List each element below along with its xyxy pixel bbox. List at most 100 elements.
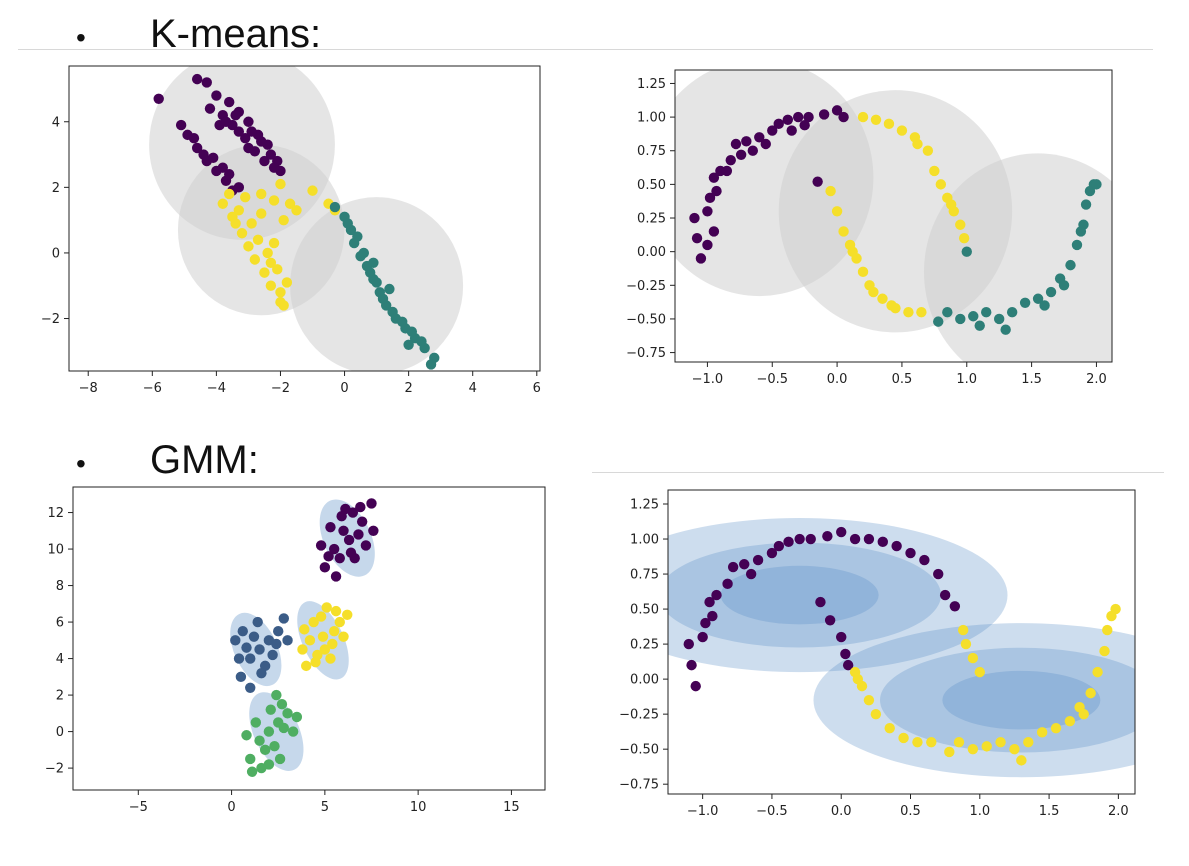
scatter-point [287,726,299,737]
scatter-point [291,205,302,216]
scatter-point [933,316,944,327]
scatter-point [1016,755,1027,766]
scatter-point [886,300,897,311]
scatter-point [204,103,216,114]
scatter-point [246,218,257,229]
scatter-point [730,138,742,150]
scatter-point [252,616,263,628]
scatter-point [1045,286,1057,298]
scatter-point [252,234,264,246]
scatter-point [1071,239,1083,251]
scatter-point [265,280,277,291]
scatter-point [711,185,722,197]
scatter-point [319,644,331,655]
y-tick-label: 6 [56,616,64,631]
x-tick-label: 10 [410,800,427,815]
scatter-point [175,119,187,131]
scatter-point [944,746,955,758]
scatter-point [268,195,280,206]
scatter-point [237,625,248,637]
scatter-point [752,554,764,566]
scatter-point [708,226,720,237]
scatter-point [929,165,940,177]
scatter-point [377,293,389,305]
bullet-gmm: • [76,448,86,479]
scatter-point [857,111,869,123]
scatter-point [782,114,794,125]
scatter-point [338,525,349,537]
scatter-point [272,264,283,275]
scatter-point [847,246,858,257]
scatter-point [803,111,814,123]
scatter-point [282,635,293,646]
scatter-point [683,638,694,650]
scatter-point [276,699,288,710]
scatter-point [1091,179,1102,190]
scatter-point [323,551,334,562]
scatter-point [870,708,882,720]
scatter-point [747,145,759,156]
scatter-point [274,753,286,765]
scatter-point [191,142,203,154]
scatter-point [884,722,895,734]
axes-frame [674,69,1113,363]
scatter-point [711,589,722,601]
y-tick-label: −0.75 [626,346,666,361]
scatter-point [198,149,209,160]
x-tick-label: 0.5 [892,372,913,387]
scatter-point [236,228,248,239]
scatter-point [268,162,280,173]
scatter-point [207,152,219,164]
x-tick-label: 2.0 [1086,372,1107,387]
scatter-point [953,736,965,748]
scatter-point [278,214,289,226]
scatter-point [935,179,947,190]
scatter-point [241,730,252,741]
scatter-point [939,589,951,601]
scatter-point [704,596,715,608]
scatter-point [259,744,271,756]
scatter-point [342,609,353,620]
scatter-point [995,736,1006,748]
scatter-point [259,267,270,278]
scatter-point [188,132,200,144]
scatter-point [955,219,966,230]
x-tick-label: 0 [227,800,235,815]
scatter-point [690,680,701,692]
scatter-point [233,126,245,137]
scatter-point [256,136,267,147]
scatter-point [358,247,369,259]
gmm-ellipse [813,623,1135,778]
x-tick-label: 15 [503,800,520,815]
scatter-point [957,624,969,636]
scatter-point [273,625,284,637]
x-tick-label: −0.5 [756,372,788,387]
scatter-point [307,185,318,196]
scatter-point [903,307,914,318]
x-tick-label: 1.0 [956,372,977,387]
scatter-point [896,125,908,136]
scatter-point [230,109,241,121]
scatter-point [250,717,262,728]
divider-top [18,49,1153,50]
scatter-point [825,185,836,197]
scatter-point [217,162,228,173]
cluster-circle [924,153,1112,362]
scatter-point [312,649,323,661]
scatter-point [256,667,267,679]
scatter-point [960,638,972,650]
scatter-point [230,635,241,646]
x-tick-label: 6 [533,381,541,396]
x-tick-label: 1.0 [969,804,990,819]
scatter-point [967,743,979,755]
scatter-point [243,142,254,154]
scatter-point [352,231,363,242]
scatter-point [974,666,985,678]
scatter-point [1080,199,1092,210]
x-tick-label: −1.0 [692,372,724,387]
scatter-point [330,571,342,582]
scatter-point [1036,727,1048,738]
scatter-point [955,313,966,325]
heading-gmm: GMM: [150,438,259,482]
